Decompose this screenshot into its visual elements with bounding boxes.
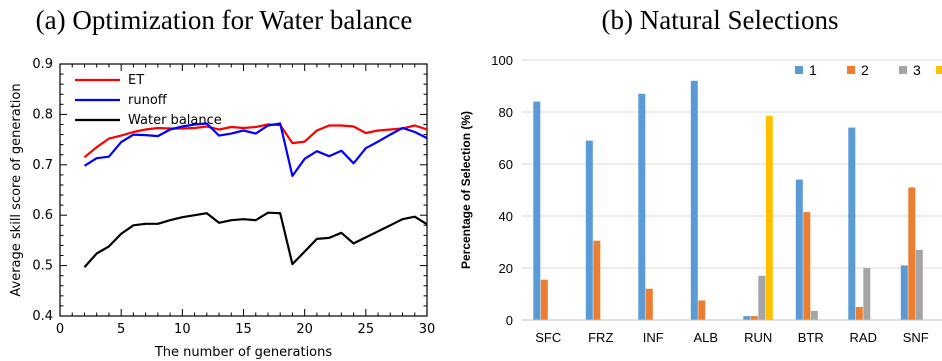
- bar: [863, 268, 871, 320]
- x-tick-label: INF: [643, 330, 664, 345]
- bar: [765, 115, 773, 321]
- legend-swatch-4: [936, 66, 942, 74]
- legend-swatch-3: [899, 66, 907, 74]
- y-tick-label: 0.4: [32, 309, 53, 324]
- x-tick-label: FRZ: [588, 330, 613, 345]
- bar: [900, 265, 908, 320]
- x-axis-label: The number of generations: [154, 345, 333, 360]
- bar: [645, 288, 653, 320]
- line-chart-water-balance: 0 5 10 15 20 25 30 0.4 0.5 0.6 0.7 0.8 0.9 The number…: [9, 57, 435, 360]
- legend-label: Water balance: [128, 113, 222, 128]
- y-tick-label: 60: [499, 157, 513, 172]
- x-tick-label: RUN: [744, 330, 772, 345]
- y-tick-label: 80: [499, 105, 513, 120]
- legend-label: 2: [861, 62, 869, 78]
- panel-a-title: (a) Optimization for Water balance: [36, 5, 413, 35]
- y-tick-label: 0: [506, 313, 513, 328]
- legend-swatch-2: [847, 66, 855, 74]
- panel-b-title: (b) Natural Selections: [602, 5, 839, 35]
- bar: [848, 127, 856, 320]
- bar: [698, 300, 706, 320]
- y-tick-label: 0.8: [32, 107, 53, 122]
- bar: [915, 249, 923, 320]
- y-tick-label: 0.5: [32, 259, 53, 274]
- series-line-runoff: [83, 122, 428, 177]
- bar: [803, 212, 811, 320]
- x-tick-label: 15: [235, 322, 252, 337]
- x-tick-label: 30: [419, 322, 436, 337]
- y-tick-label: 40: [499, 209, 513, 224]
- plot-frame: [59, 63, 428, 317]
- x-tick-label: BTR: [798, 330, 824, 345]
- bar: [795, 179, 803, 320]
- bar: [758, 275, 766, 320]
- x-tick-label: 25: [358, 322, 375, 337]
- bar: [593, 240, 601, 320]
- y-tick-label: 100: [491, 53, 513, 68]
- y-tick-label: 0.6: [32, 208, 53, 223]
- bar: [908, 187, 916, 320]
- bar: [638, 93, 646, 320]
- bar: [690, 80, 698, 320]
- legend-label: 3: [913, 62, 921, 78]
- x-tick-label: 5: [117, 322, 125, 337]
- legend-label: 1: [809, 62, 817, 78]
- x-tick-label: 10: [174, 322, 191, 337]
- bar: [743, 316, 751, 320]
- y-tick-label: 20: [499, 261, 513, 276]
- series-line-water-balance: [83, 211, 428, 268]
- bar: [533, 101, 541, 320]
- bar-chart-natural-selections: 0 20 40 60 80 100 Percentage of Selection (%) S…: [459, 53, 942, 345]
- legend-label: runoff: [128, 93, 168, 108]
- legend-label: ET: [128, 73, 144, 88]
- y-tick-label: 0.7: [32, 158, 53, 173]
- x-tick-label: ALB: [693, 330, 718, 345]
- bar: [810, 310, 818, 320]
- y-axis-label: Percentage of Selection (%): [459, 111, 473, 269]
- x-tick-label: SNF: [903, 330, 929, 345]
- y-axis-label: Average skill score of generation: [9, 83, 24, 296]
- bar: [855, 307, 863, 320]
- series-line-et: [83, 123, 428, 159]
- bar: [540, 279, 548, 320]
- bar: [750, 316, 758, 320]
- y-tick-label: 0.9: [32, 57, 53, 72]
- x-tick-label: RAD: [850, 330, 877, 345]
- x-tick-label: 0: [56, 322, 64, 337]
- legend-swatch-1: [795, 66, 803, 74]
- x-tick-label: 20: [296, 322, 313, 337]
- bar: [585, 140, 593, 320]
- x-tick-label: SFC: [535, 330, 561, 345]
